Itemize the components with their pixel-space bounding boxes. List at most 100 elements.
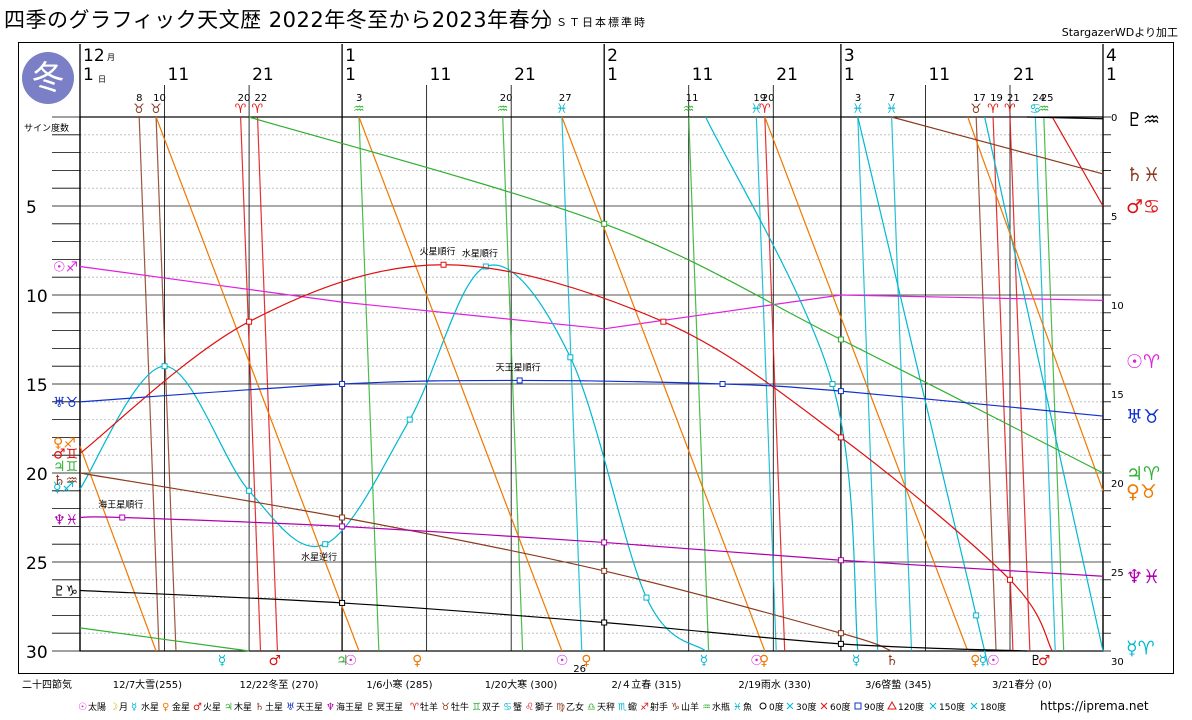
day-label: 11 (928, 65, 950, 85)
month-label: 4 (1106, 46, 1117, 66)
series-line-venus (967, 116, 1104, 492)
legend-sign-symbol: ♌ (525, 702, 534, 713)
month-label: 12 (83, 46, 105, 66)
series-line-sun (840, 294, 1104, 301)
bottom-event-symbol: ☿ (218, 653, 227, 669)
moon-ingress-sign: ♈ (987, 102, 999, 117)
legend-sign-symbol: ♒ (702, 702, 711, 713)
legend-sign-name: 獅子 (535, 701, 553, 713)
legend-planet-symbol: ☿ (131, 702, 137, 713)
y-axis-label: サイン度数 (24, 122, 69, 134)
moon-ingress-sign: ♒ (683, 102, 695, 117)
moon-ingress-day: 17 (973, 93, 986, 104)
series-point-neptune (601, 539, 608, 546)
series-point-mercury (161, 363, 168, 370)
left-planet-label-jupiter: ♃♊ (53, 459, 78, 475)
moon-ingress-sign: ♓ (750, 102, 762, 117)
series-point-saturn (837, 630, 844, 637)
series-point-pluto (601, 619, 608, 626)
legend-aspect-marker (887, 700, 897, 710)
legend-planet-symbol: ♆ (326, 702, 335, 713)
series-point-neptune (119, 514, 126, 521)
series-line-saturn (891, 116, 1104, 175)
right-planet-label-pluto: ♇♒ (1126, 109, 1160, 131)
legend-planet-name: 天王星 (296, 702, 323, 713)
bottom-event-symbol: ♀ (581, 653, 591, 669)
y-tick-label: 20 (26, 465, 48, 485)
site-url[interactable]: https://iprema.net (1040, 699, 1149, 713)
legend-planet-name: 冥王星 (376, 702, 403, 713)
moon-track-line (992, 116, 1014, 652)
moon-track-line (138, 116, 160, 652)
moon-ingress-day: 10 (153, 93, 166, 104)
legend-sign-name: 蠍 (628, 701, 637, 713)
series-line-neptune (79, 516, 1104, 577)
series-line-pluto (79, 589, 1027, 652)
y-tick-label-right: 25 (1111, 568, 1124, 579)
legend-sign-name: 牡羊 (420, 701, 438, 713)
moon-track-line (1034, 116, 1056, 652)
moon-track-line (764, 116, 786, 652)
series-point-mercury (322, 541, 329, 548)
legend-aspect-marker (970, 702, 978, 710)
series-point-mercury (406, 416, 413, 423)
series-point-mars (660, 318, 667, 325)
day-label: 1 (345, 65, 356, 85)
y-tick-label-right: 5 (1111, 212, 1117, 223)
legend-planet-name: 海王星 (336, 701, 363, 713)
legend-sign-symbol: ♑ (671, 702, 680, 713)
legend-aspect-label: 0度 (769, 701, 784, 713)
series-point-pluto (837, 640, 844, 647)
legend-aspect-marker (759, 702, 767, 710)
day-label: 21 (776, 65, 798, 85)
annotation-label: 水星逆行 (301, 551, 337, 563)
moon-track-line (688, 116, 710, 652)
series-point-pluto (339, 599, 346, 606)
legend-planet-name: 月 (119, 702, 128, 713)
right-planet-label-sun: ☉♈ (1126, 351, 1160, 373)
annotation-label: 海王星順行 (98, 499, 143, 511)
left-planet-label-sun: ☉♐ (53, 260, 78, 276)
legend-sign-name: 双子 (482, 702, 500, 713)
sekki-label: 1/20大寒 (300) (485, 678, 558, 691)
page-title: 四季のグラフィック天文歴 2022年冬至から2023年春分 (4, 8, 552, 32)
series-point-saturn (601, 567, 608, 574)
y-zero-label: 0 (1111, 113, 1117, 124)
moon-ingress-day: 19 (753, 93, 766, 104)
y-tick-label: 30 (26, 643, 48, 663)
right-planet-label-mars: ♂♋ (1126, 196, 1160, 218)
series-line-sun (79, 265, 343, 303)
bottom-event-symbol: ☉ (987, 653, 1000, 669)
moon-ingress-day: 8 (136, 93, 142, 104)
y-tick-label: 5 (26, 198, 37, 218)
legend-sign-symbol: ♈ (410, 702, 419, 713)
series-point-mars (837, 434, 844, 441)
plot-frame (79, 116, 1104, 652)
y-tick-label-right: 15 (1111, 390, 1124, 401)
sekki-label: 12/22冬至 (270) (240, 678, 319, 691)
bottom-event-symbol: ☿ (979, 653, 988, 669)
moon-ingress-sign: ♈ (252, 102, 264, 117)
left-planet-label-pluto: ♇♑ (53, 583, 78, 599)
legend-sign-symbol: ♐ (640, 702, 649, 713)
legend-planet-symbol: ♃ (224, 702, 233, 713)
series-line-mercury (79, 264, 707, 652)
moon-ingress-day: 21 (1007, 93, 1020, 104)
moon-track-line (256, 116, 279, 652)
legend-planet-symbol: ♀ (162, 702, 169, 713)
day-label: 11 (430, 65, 452, 85)
legend-sign-symbol: ♋ (503, 702, 512, 713)
moon-track-line (502, 116, 524, 652)
legend-sign-name: 天秤 (597, 702, 615, 713)
bottom-event-symbol: ♀ (970, 653, 980, 669)
legend-aspect-marker (929, 702, 937, 710)
series-point-uranus (719, 381, 726, 387)
moon-ingress-day: 3 (855, 93, 861, 104)
series-line-uranus (79, 379, 1104, 417)
legend-planet-name: 太陽 (88, 701, 106, 713)
legend-aspect-marker (786, 702, 794, 710)
legend-aspect-label: 120度 (898, 701, 924, 713)
bottom-event-symbol: ♀ (759, 653, 769, 669)
day-label: 11 (692, 65, 714, 85)
